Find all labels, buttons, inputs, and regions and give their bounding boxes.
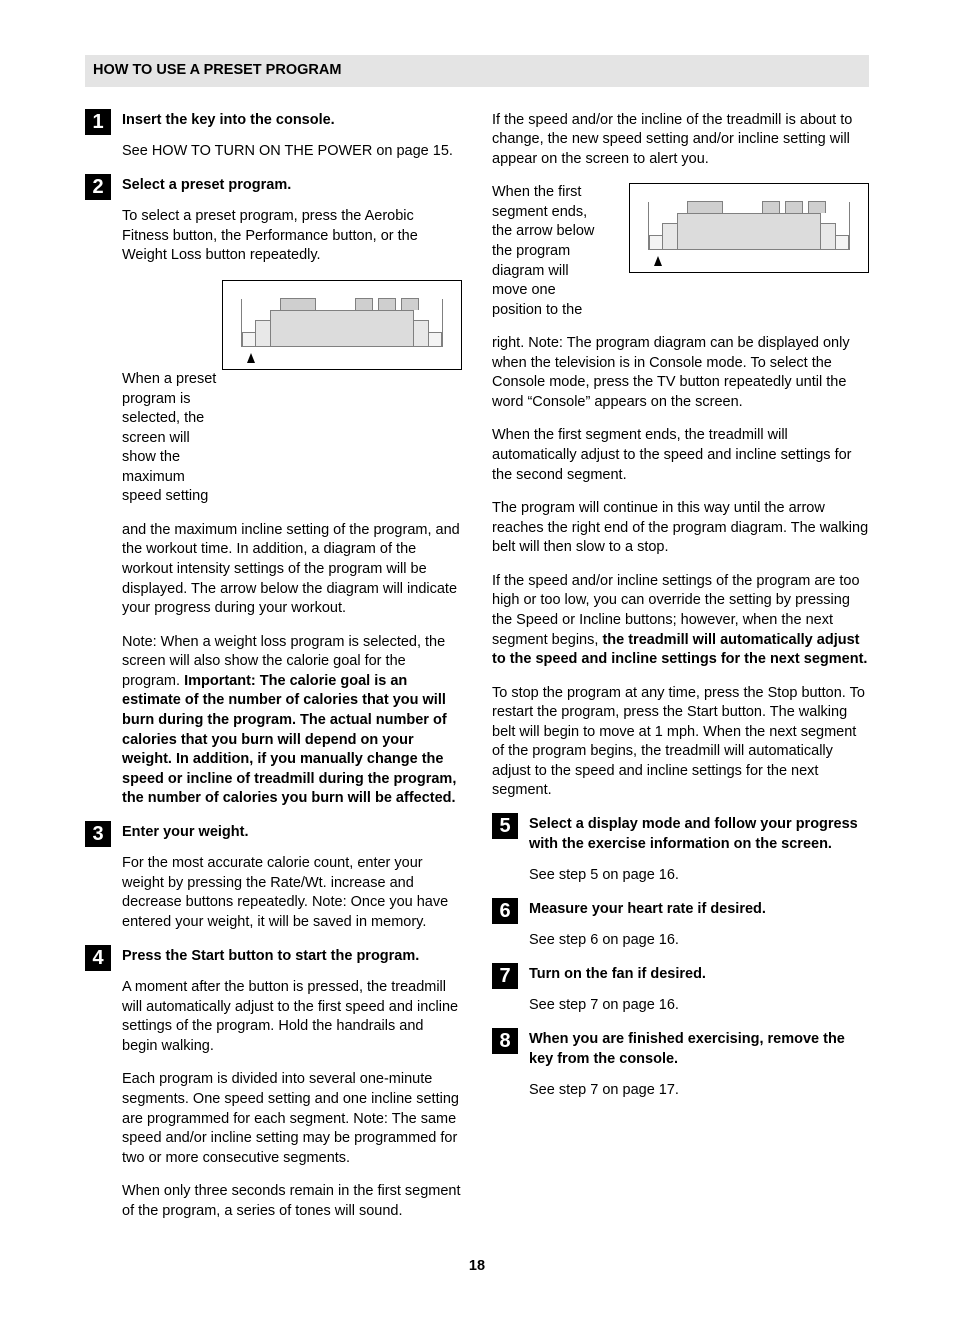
step-3: 3 Enter your weight. For the most accura… [85, 823, 462, 933]
step-title: Measure your heart rate if desired. [529, 900, 869, 920]
step-number-badge: 6 [492, 898, 518, 924]
step-7: 7 Turn on the fan if desired. See step 7… [492, 965, 869, 1016]
step-number-badge: 7 [492, 963, 518, 989]
step-body-text: and the maximum incline setting of the p… [122, 521, 462, 619]
program-diagram [629, 183, 869, 273]
step-title: Enter your weight. [122, 823, 462, 843]
left-column: 1 Insert the key into the console. See H… [85, 111, 462, 1236]
step-4: 4 Press the Start button to start the pr… [85, 947, 462, 1222]
step-body-text: The program will continue in this way un… [492, 499, 869, 558]
step-body-text: See step 5 on page 16. [529, 866, 869, 886]
step-body-text: For the most accurate calorie count, ent… [122, 854, 462, 932]
step-body-text: A moment after the button is pressed, th… [122, 978, 462, 1056]
step-title: Select a preset program. [122, 176, 462, 196]
step-body-text: right. Note: The program diagram can be … [492, 334, 869, 412]
step-body-text: To select a preset program, press the Ae… [122, 207, 462, 266]
step-body-text: Note: When a weight loss program is sele… [122, 633, 462, 809]
diagram-wrap-block: When the first segment ends, the arrow b… [492, 183, 869, 320]
step-title: Insert the key into the console. [122, 111, 462, 131]
section-title: HOW TO USE A PRESET PROGRAM [85, 55, 869, 87]
step-number-badge: 2 [85, 174, 111, 200]
step-body-text: If the speed and/or the incline of the t… [492, 111, 869, 170]
step-number-badge: 1 [85, 109, 111, 135]
progress-arrow-icon [654, 256, 662, 266]
step-body-text: See step 7 on page 17. [529, 1081, 869, 1101]
step-body-text: See HOW TO TURN ON THE POWER on page 15. [122, 142, 462, 162]
step-number-badge: 4 [85, 945, 111, 971]
wrap-text: When the first segment ends, the arrow b… [492, 183, 607, 320]
step-1: 1 Insert the key into the console. See H… [85, 111, 462, 162]
step-body-text: When only three seconds remain in the fi… [122, 1182, 462, 1221]
page-number: 18 [85, 1257, 869, 1277]
step-number-badge: 3 [85, 821, 111, 847]
step-body-text: If the speed and/or incline settings of … [492, 572, 869, 670]
step-title: Turn on the fan if desired. [529, 965, 869, 985]
step-4-continuation: If the speed and/or the incline of the t… [492, 111, 869, 801]
program-diagram [222, 280, 462, 370]
step-body-text: See step 6 on page 16. [529, 931, 869, 951]
step-6: 6 Measure your heart rate if desired. Se… [492, 900, 869, 951]
step-number-badge: 8 [492, 1028, 518, 1054]
two-column-layout: 1 Insert the key into the console. See H… [85, 111, 869, 1236]
important-text: Important: The calorie goal is an estima… [122, 673, 456, 806]
wrap-text: When a preset program is selected, the s… [122, 370, 217, 507]
step-title: Select a display mode and follow your pr… [529, 815, 869, 854]
step-5: 5 Select a display mode and follow your … [492, 815, 869, 886]
step-body-text: Each program is divided into several one… [122, 1070, 462, 1168]
step-body-text: See step 7 on page 16. [529, 996, 869, 1016]
step-title: When you are finished exercising, remove… [529, 1030, 869, 1069]
diagram-wrap-block: When a preset program is selected, the s… [122, 280, 462, 507]
step-body-text: When the first segment ends, the treadmi… [492, 426, 869, 485]
step-body-text: To stop the program at any time, press t… [492, 684, 869, 801]
right-column: If the speed and/or the incline of the t… [492, 111, 869, 1236]
step-title: Press the Start button to start the prog… [122, 947, 462, 967]
step-number-badge: 5 [492, 813, 518, 839]
step-8: 8 When you are finished exercising, remo… [492, 1030, 869, 1101]
step-2: 2 Select a preset program. To select a p… [85, 176, 462, 809]
progress-arrow-icon [247, 353, 255, 363]
